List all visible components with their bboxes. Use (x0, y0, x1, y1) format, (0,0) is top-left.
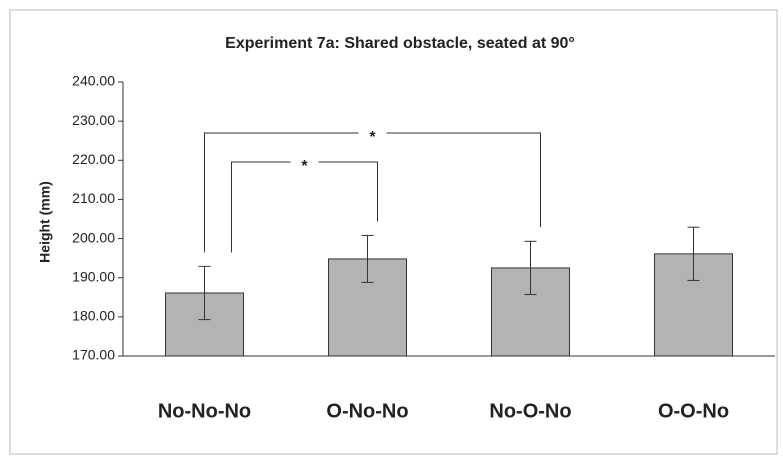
y-axis-label: Height (mm) (37, 181, 53, 263)
significance-bracket (231, 161, 378, 253)
significance-label: * (301, 158, 308, 175)
x-tick-label: No-O-No (489, 400, 571, 422)
chart-title: Experiment 7a: Shared obstacle, seated a… (225, 35, 575, 52)
y-tick-label: 180.00 (72, 308, 115, 324)
x-tick-label: No-No-No (158, 400, 251, 422)
y-tick-label: 240.00 (72, 73, 115, 89)
y-tick-label: 210.00 (72, 190, 115, 206)
y-tick-label: 170.00 (72, 347, 115, 363)
y-tick-label: 190.00 (72, 268, 115, 284)
significance-bracket (204, 132, 541, 253)
chart-frame (9, 9, 778, 455)
y-tick-label: 230.00 (72, 112, 115, 128)
bar (491, 267, 570, 357)
significance-label: * (369, 129, 376, 146)
x-tick-label: O-No-No (326, 400, 408, 422)
y-tick-label: 200.00 (72, 229, 115, 245)
y-tick-label: 220.00 (72, 151, 115, 167)
x-tick-label: O-O-No (658, 400, 729, 422)
